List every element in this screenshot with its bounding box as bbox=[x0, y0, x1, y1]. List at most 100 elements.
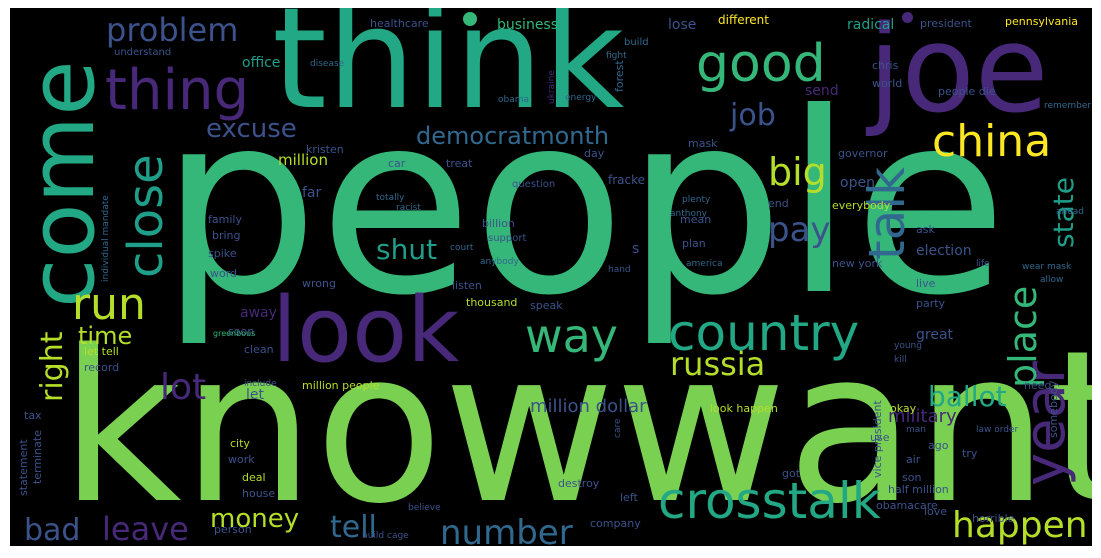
word-president: president bbox=[920, 17, 972, 30]
word-time: time bbox=[78, 322, 133, 350]
dot-marker bbox=[902, 12, 913, 23]
word-mask: mask bbox=[688, 137, 718, 150]
word-okay: okay bbox=[890, 402, 917, 415]
word-different: different bbox=[718, 13, 769, 27]
word-half-million: half million bbox=[888, 483, 949, 496]
word-deal: deal bbox=[242, 471, 266, 484]
word-forest: forest bbox=[613, 60, 626, 92]
word-obamacare: obamacare bbox=[876, 499, 938, 512]
word-kristen: kristen bbox=[306, 143, 344, 156]
word-understand: understand bbox=[114, 47, 172, 58]
word-send: send bbox=[805, 83, 839, 99]
word-bring: bring bbox=[212, 229, 241, 242]
word-include: include bbox=[244, 379, 277, 389]
word-horrible: horrible bbox=[972, 512, 1015, 525]
word-governor: governor bbox=[838, 147, 888, 160]
word-s: s bbox=[632, 241, 640, 257]
word-look-happen: look happen bbox=[710, 402, 778, 415]
word-ballot: ballot bbox=[928, 380, 1007, 413]
word-far: far bbox=[302, 185, 322, 201]
word-pay: pay bbox=[768, 210, 831, 250]
word-joe: joe bbox=[868, 8, 1049, 140]
word-come: come bbox=[10, 60, 115, 308]
word-great: great bbox=[916, 327, 954, 343]
word-america: america bbox=[686, 259, 723, 269]
word-car: car bbox=[388, 157, 406, 170]
word-world: world bbox=[872, 77, 903, 90]
word-person: person bbox=[214, 523, 252, 536]
word-new-york: new york bbox=[832, 257, 883, 270]
word-crosstalk: crosstalk bbox=[658, 472, 881, 530]
word-listen: listen bbox=[452, 279, 482, 292]
word-treat: treat bbox=[446, 157, 473, 170]
word-military: military bbox=[888, 406, 957, 427]
word-billion: billion bbox=[482, 217, 515, 230]
word-let-tell: let tell bbox=[84, 345, 119, 358]
word-support: support bbox=[488, 233, 527, 244]
word-family: family bbox=[208, 213, 242, 226]
word-wear-mask: wear mask bbox=[1022, 262, 1072, 272]
word-word: word bbox=[210, 267, 238, 280]
word-end: end bbox=[768, 197, 789, 210]
word-pennsylvania: pennsylvania bbox=[1005, 15, 1079, 28]
word-money: money bbox=[210, 504, 300, 534]
word-court: court bbox=[450, 243, 474, 253]
word-remember: remember bbox=[1044, 101, 1092, 111]
word-disease: disease bbox=[310, 59, 345, 69]
word-party: party bbox=[916, 297, 946, 310]
word-right: right bbox=[35, 331, 70, 403]
word-country: country bbox=[668, 304, 860, 362]
word-love: love bbox=[924, 505, 948, 518]
word-believe: believe bbox=[408, 503, 441, 513]
word-question: question bbox=[512, 179, 556, 190]
word-plan: plan bbox=[682, 237, 706, 250]
word-business: business bbox=[497, 17, 559, 33]
word-live: live bbox=[916, 277, 936, 290]
word-build: build bbox=[624, 37, 649, 48]
word-law-order: law order bbox=[976, 425, 1019, 435]
word-bad: bad bbox=[24, 513, 81, 546]
word-young: young bbox=[894, 341, 922, 351]
word-build-cage: build cage bbox=[362, 531, 409, 541]
word-care: care bbox=[613, 418, 623, 438]
word-allow: allow bbox=[1040, 275, 1064, 285]
word-away: away bbox=[240, 305, 277, 321]
word-good: good bbox=[696, 34, 826, 94]
word-number: number bbox=[440, 513, 573, 546]
word-open: open bbox=[840, 175, 875, 191]
word-look: look bbox=[272, 278, 460, 383]
word-day: day bbox=[584, 147, 605, 160]
word-lot: lot bbox=[160, 367, 207, 408]
word-air: air bbox=[906, 453, 921, 466]
word-use: use bbox=[870, 431, 890, 444]
word-need: need bbox=[1024, 379, 1052, 392]
word-leave: leave bbox=[102, 510, 189, 546]
word-man: man bbox=[906, 425, 926, 435]
word-anybody: anybody bbox=[480, 257, 519, 267]
word-racist: racist bbox=[396, 203, 421, 213]
word-lose: lose bbox=[668, 17, 697, 33]
word-fight: fight bbox=[606, 51, 627, 61]
word-happen: happen bbox=[952, 505, 1088, 546]
word-people: people bbox=[160, 59, 1008, 350]
word-soon: soon bbox=[228, 325, 255, 338]
word-ahead: ahead bbox=[1056, 207, 1084, 217]
word-plenty: plenty bbox=[682, 195, 711, 205]
word-shut: shut bbox=[376, 233, 438, 266]
word-close: close bbox=[118, 154, 174, 278]
word-job: job bbox=[730, 98, 776, 133]
word-thing: thing bbox=[105, 58, 250, 123]
word-statement: statement bbox=[17, 439, 30, 496]
word-election: election bbox=[916, 243, 972, 259]
word-everybody: everybody bbox=[832, 199, 891, 212]
word-tell: tell bbox=[330, 510, 377, 545]
word-totally: totally bbox=[376, 193, 405, 203]
word-million-people: million people bbox=[302, 379, 380, 392]
word-chris: chris bbox=[872, 59, 899, 72]
word-wrong: wrong bbox=[302, 277, 336, 290]
word-way: way bbox=[525, 309, 619, 363]
word-speak: speak bbox=[530, 299, 563, 312]
word-let: let bbox=[246, 387, 264, 403]
word-record: record bbox=[84, 361, 120, 374]
word-million: million bbox=[278, 151, 328, 169]
